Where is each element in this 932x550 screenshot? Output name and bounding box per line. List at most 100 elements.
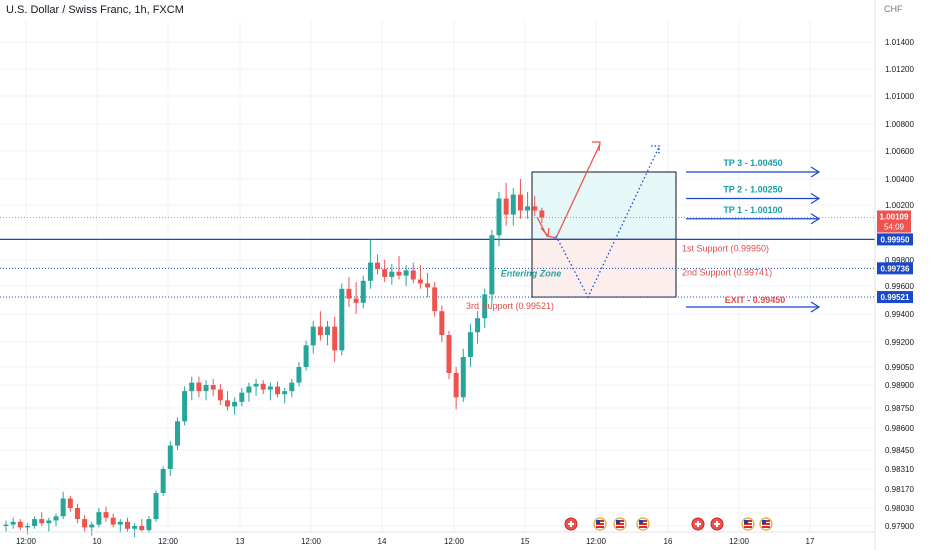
candle-body [182,391,188,422]
event-mark [716,521,718,527]
candle-body [539,210,545,218]
candle-body [346,288,352,299]
candle-body [525,206,531,211]
candle-body [246,386,252,393]
price-tag-label: 0.99521 [881,293,910,302]
price-tick-label: 0.98900 [885,381,914,390]
tp-label-2: TP 2 - 1.00250 [723,185,782,195]
support-label-3: 3rd Support (0.99521) [466,301,554,311]
candles [3,179,545,538]
arrow-head-icon [810,301,821,313]
candle-body [453,373,459,398]
candle-body [224,400,230,407]
candle-body [489,235,495,295]
price-tick-label: 1.01000 [885,92,914,101]
candle-body [403,270,409,276]
candle-body [153,493,159,520]
candle-body [460,357,466,398]
price-tick-label: 1.01400 [885,38,914,47]
price-tick-label: 0.99400 [885,310,914,319]
price-tick-label: 1.01200 [885,65,914,74]
countdown-label: 54:09 [884,223,905,232]
price-tag-2 [877,262,913,275]
price-tag-1 [877,233,913,246]
candle-body [296,367,302,383]
exit-label: EXIT - 0.99450 [725,295,786,305]
candle-body [517,194,523,211]
candle-body [425,283,431,288]
event-us-flag-icon [759,517,773,531]
candle-body [203,385,209,392]
candle-body [53,516,59,521]
time-tick-label: 12:00 [158,537,179,546]
price-tick-label: 0.98030 [885,504,914,513]
candle-body [382,269,388,277]
price-tick-label: 0.98310 [885,465,914,474]
current-price-label: 1.00109 [880,213,909,222]
candle-body [67,498,73,508]
candle-body [503,198,509,215]
candle-body [117,521,123,525]
candle-body [146,519,152,531]
time-tick-label: 12:00 [16,537,37,546]
candle-body [389,271,395,277]
flag-canton [744,520,748,524]
candle-body [339,288,345,351]
candle-body [167,445,173,469]
current-price-tag [877,210,911,233]
candle-body [267,386,273,390]
time-tick-label: 15 [521,537,530,546]
price-tick-label: 0.99800 [885,256,914,265]
price-tag-label: 0.99736 [881,264,910,273]
event-us-flag-icon [636,517,650,531]
candle-body [432,287,438,312]
candle-body [396,271,402,276]
time-tick-label: 12:00 [444,537,465,546]
candle-body [332,326,338,351]
entering-zone-label: Entering Zone [501,268,562,278]
candle-body [39,519,45,524]
candle-body [174,421,180,446]
currency-label: CHF [884,4,903,14]
candle-body [210,385,216,390]
candle-body [446,335,452,373]
price-axis[interactable]: 1.01400 1.01200 1.01000 1.00800 1.00600 1.004… [874,0,914,550]
candle-body [3,524,9,526]
candle-body [510,194,516,215]
flag-canton [616,520,620,524]
candle-body [74,508,80,520]
candle-body [482,294,488,319]
candle-body [124,521,130,529]
candle-body [310,326,316,346]
candle-body [367,262,373,281]
drawings [536,141,821,313]
flag-canton [639,520,643,524]
candle-body [317,326,323,335]
time-tick-label: 17 [806,537,815,546]
time-axis[interactable]: 12:00 10 12:00 13 12:00 14 12:00 15 12:00 16 12:00… [0,531,875,546]
candle-body [532,206,538,211]
price-tick-label: 0.98170 [885,485,914,494]
price-tick-label: 1.00200 [885,201,914,210]
arrow-head-icon [540,227,550,238]
candle-body [260,383,266,390]
candle-body [139,526,145,531]
candle-body [475,318,481,333]
red-projection-line [536,143,601,239]
time-tick-label: 12:00 [586,537,607,546]
time-tick-label: 14 [378,537,387,546]
event-red-icon [710,517,724,531]
event-red-icon [564,517,578,531]
candle-body [17,521,23,528]
candle-body [232,401,238,407]
chart-title: U.S. Dollar / Swiss Franc, 1h, FXCM [6,4,184,16]
candle-body [439,311,445,335]
arrow-head-icon [810,192,821,205]
candle-body [275,386,281,395]
arrow-head-icon [810,166,821,178]
support-label-1: 1st Support (0.99950) [682,243,769,253]
price-tick-label: 0.99600 [885,282,914,291]
candle-body [253,383,259,387]
time-tick-label: 12:00 [729,537,750,546]
